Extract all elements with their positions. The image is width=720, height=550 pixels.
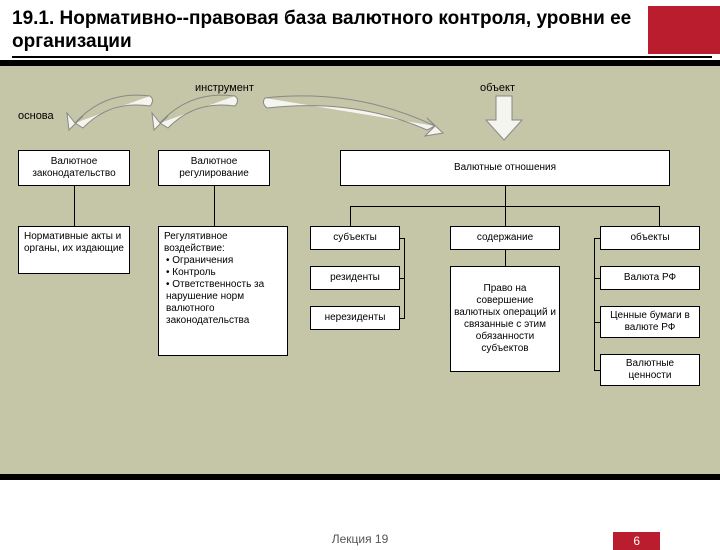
conn [594, 370, 601, 371]
conn [505, 186, 506, 206]
label-osnova: основа [18, 110, 54, 122]
box-nerezidenty: нерезиденты [310, 306, 400, 330]
box-reg-vozd: Регулятивное воздействие: • Ограничения … [158, 226, 288, 356]
conn [594, 238, 595, 370]
conn [400, 238, 405, 239]
arrow-down-icon [480, 92, 528, 147]
conn [505, 250, 506, 266]
conn [400, 278, 405, 279]
reg-vozd-title: Регулятивное воздействие: [164, 231, 282, 255]
bullet-1: • Ограничения [166, 255, 284, 267]
slide: 19.1. Нормативно--правовая база валютног… [0, 0, 720, 540]
footer-page: 6 [613, 532, 660, 550]
box-cennye: Ценные бумаги в валюте РФ [600, 306, 700, 338]
box-subjekty: субъекты [310, 226, 400, 250]
box-valcen: Валютные ценности [600, 354, 700, 386]
bullet-2: • Контроль [166, 267, 284, 279]
box-norm-akty: Нормативные акты и органы, их издающие [18, 226, 130, 274]
bottom-border [0, 474, 720, 480]
box-val-otn: Валютные отношения [340, 150, 670, 186]
slide-title: 19.1. Нормативно--правовая база валютног… [12, 8, 632, 54]
conn [400, 318, 405, 319]
box-rezidenty: резиденты [310, 266, 400, 290]
footer-lecture: Лекция 19 [332, 532, 389, 546]
top-border [0, 60, 720, 66]
conn [659, 206, 660, 226]
box-pravo: Право на совершение валютных операций и … [450, 266, 560, 372]
box-valrf: Валюта РФ [600, 266, 700, 290]
box-val-reg: Валютное регулирование [158, 150, 270, 186]
title-underline [12, 56, 712, 58]
box-objekty: объекты [600, 226, 700, 250]
conn [594, 278, 601, 279]
arrow-curve-2 [140, 88, 260, 148]
title-area: 19.1. Нормативно--правовая база валютног… [0, 0, 720, 60]
conn [594, 238, 601, 239]
conn [74, 186, 75, 226]
red-accent [648, 6, 720, 54]
conn [505, 206, 506, 226]
diagram-canvas: основа инструмент объект Валютное законо… [0, 60, 720, 480]
conn [214, 186, 215, 226]
conn [350, 206, 351, 226]
arrow-curve-3 [255, 88, 455, 158]
box-val-zak: Валютное законодательство [18, 150, 130, 186]
conn [594, 322, 601, 323]
box-soderzhanie: содержание [450, 226, 560, 250]
bullet-3: • Ответственность за нарушение норм валю… [166, 279, 284, 327]
